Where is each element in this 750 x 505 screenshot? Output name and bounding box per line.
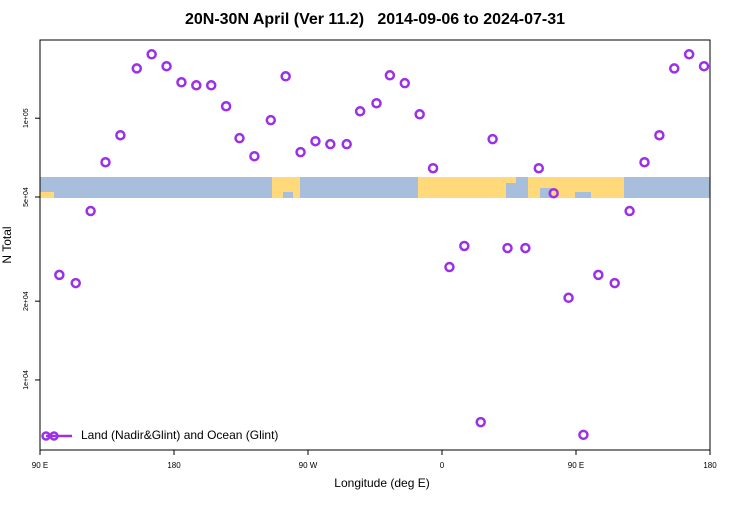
data-point xyxy=(487,133,498,145)
data-point xyxy=(502,242,513,254)
data-point xyxy=(234,132,245,144)
data-point xyxy=(131,63,143,74)
data-point xyxy=(427,162,439,174)
data-point xyxy=(191,80,202,91)
data-point xyxy=(548,187,559,199)
y-tick-label: 1e+04 xyxy=(23,370,30,390)
data-point xyxy=(280,71,291,82)
data-point xyxy=(563,292,574,304)
data-point xyxy=(354,106,366,117)
x-tick-label: 90 E xyxy=(32,461,48,470)
x-tick-label: 0 xyxy=(440,461,445,470)
data-point xyxy=(176,77,187,88)
data-point xyxy=(459,240,470,252)
legend-label: Land (Nadir&Glint) and Ocean (Glint) xyxy=(81,428,278,442)
y-tick-label: 5e+04 xyxy=(23,187,30,207)
data-point xyxy=(414,109,425,120)
data-point xyxy=(85,205,96,217)
data-point xyxy=(624,205,635,217)
y-tick-label: 1e+05 xyxy=(23,108,30,128)
data-point xyxy=(444,261,455,273)
data-point xyxy=(265,114,277,126)
y-axis-label: N Total xyxy=(0,226,14,263)
data-point xyxy=(54,269,65,281)
data-point xyxy=(70,277,81,289)
x-tick-label: 180 xyxy=(703,461,717,470)
data-point xyxy=(205,80,217,91)
data-point xyxy=(384,70,396,81)
y-tick-label: 2e+04 xyxy=(23,291,30,311)
data-point xyxy=(475,416,486,428)
data-point xyxy=(341,138,352,150)
data-point xyxy=(669,63,680,74)
data-point xyxy=(399,77,411,89)
data-point xyxy=(520,242,531,254)
map-strip xyxy=(40,177,710,198)
chart-title: 20N-30N April (Ver 11.2) 2014-09-06 to 2… xyxy=(185,11,565,28)
data-point xyxy=(593,269,604,281)
data-point xyxy=(698,60,710,72)
data-point xyxy=(295,146,306,158)
x-tick-label: 90 E xyxy=(568,461,584,470)
data-point xyxy=(115,129,126,141)
data-point xyxy=(249,150,260,162)
data-point xyxy=(146,49,157,60)
data-point xyxy=(310,135,321,147)
data-point xyxy=(654,129,665,141)
legend-marker xyxy=(49,431,59,441)
data-point xyxy=(371,97,382,109)
x-axis-label: Longitude (deg E) xyxy=(334,476,429,490)
data-point xyxy=(609,277,620,289)
data-point xyxy=(325,138,336,150)
data-point xyxy=(683,49,695,60)
data-point xyxy=(220,101,232,112)
plot-frame xyxy=(39,39,711,451)
data-point xyxy=(533,162,545,174)
data-point xyxy=(161,60,172,72)
data-point xyxy=(639,156,650,168)
x-tick-label: 180 xyxy=(167,461,181,470)
data-point xyxy=(578,429,589,441)
data-point xyxy=(100,156,111,168)
x-tick-label: 90 W xyxy=(299,461,318,470)
